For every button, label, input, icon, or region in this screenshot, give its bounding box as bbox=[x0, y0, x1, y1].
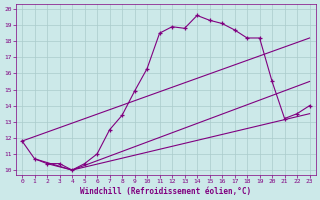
X-axis label: Windchill (Refroidissement éolien,°C): Windchill (Refroidissement éolien,°C) bbox=[80, 187, 252, 196]
